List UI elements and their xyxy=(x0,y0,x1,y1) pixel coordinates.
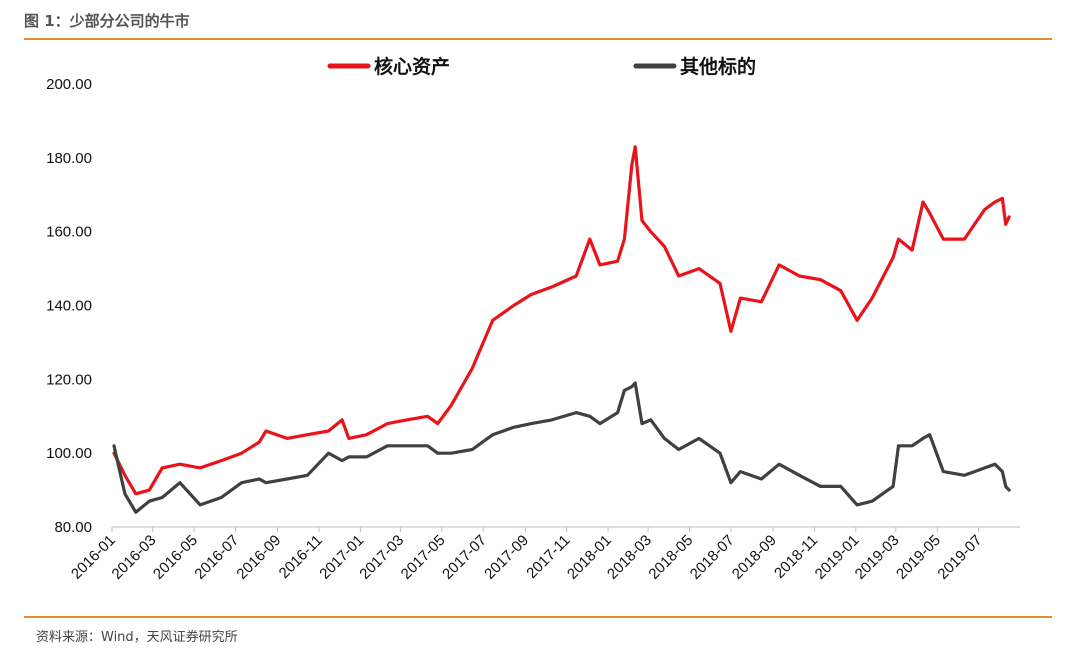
figure-title: 图 1：少部分公司的牛市 xyxy=(24,12,190,30)
x-tick-label: 2018-05 xyxy=(645,532,696,583)
x-tick-label: 2017-11 xyxy=(523,532,573,582)
y-tick-label: 120.00 xyxy=(46,371,92,388)
x-tick-label: 2017-03 xyxy=(356,532,407,583)
legend-label: 核心资产 xyxy=(374,55,450,78)
x-axis: 2016-012016-032016-052016-072016-092016-… xyxy=(68,526,1020,583)
x-tick-label: 2018-09 xyxy=(729,532,780,583)
x-tick-label: 2018-11 xyxy=(771,532,821,582)
x-tick-label: 2019-03 xyxy=(852,532,903,583)
x-tick-label: 2016-07 xyxy=(191,532,242,583)
legend: 核心资产 其他标的 xyxy=(327,55,756,78)
series-line-core-assets xyxy=(112,145,1011,496)
x-tick-label: 2016-09 xyxy=(233,532,284,583)
x-tick-label: 2019-05 xyxy=(893,532,944,583)
y-tick-label: 180.00 xyxy=(46,150,92,167)
x-tick-label: 2018-03 xyxy=(604,532,655,583)
y-tick-label: 200.00 xyxy=(46,76,92,93)
y-tick-label: 160.00 xyxy=(46,224,92,241)
x-tick-label: 2018-07 xyxy=(687,532,738,583)
y-tick-label: 80.00 xyxy=(54,519,92,536)
y-tick-label: 100.00 xyxy=(46,445,92,462)
x-tick-label: 2017-09 xyxy=(481,532,532,583)
bottom-divider xyxy=(24,616,1052,618)
x-tick-label: 2016-05 xyxy=(150,532,201,583)
x-tick-label: 2016-11 xyxy=(276,532,326,582)
line-chart: 核心资产 其他标的 80.00 100.00 120.00 140.00 160.00 18… xyxy=(46,55,1020,583)
source-note: 资料来源：Wind，天风证券研究所 xyxy=(36,630,238,645)
x-tick-label: 2017-05 xyxy=(398,532,449,583)
x-tick-label: 2016-03 xyxy=(109,532,160,583)
plot-area xyxy=(112,145,1011,514)
y-axis: 80.00 100.00 120.00 140.00 160.00 180.00 200.0… xyxy=(46,76,92,536)
y-tick-label: 140.00 xyxy=(46,298,92,315)
x-tick-label: 2016-01 xyxy=(68,532,119,583)
top-divider xyxy=(24,38,1052,40)
x-tick-label: 2017-07 xyxy=(439,532,490,583)
x-tick-label: 2019-07 xyxy=(934,532,985,583)
series-line-other-targets xyxy=(112,381,1011,514)
legend-label: 其他标的 xyxy=(680,55,756,78)
